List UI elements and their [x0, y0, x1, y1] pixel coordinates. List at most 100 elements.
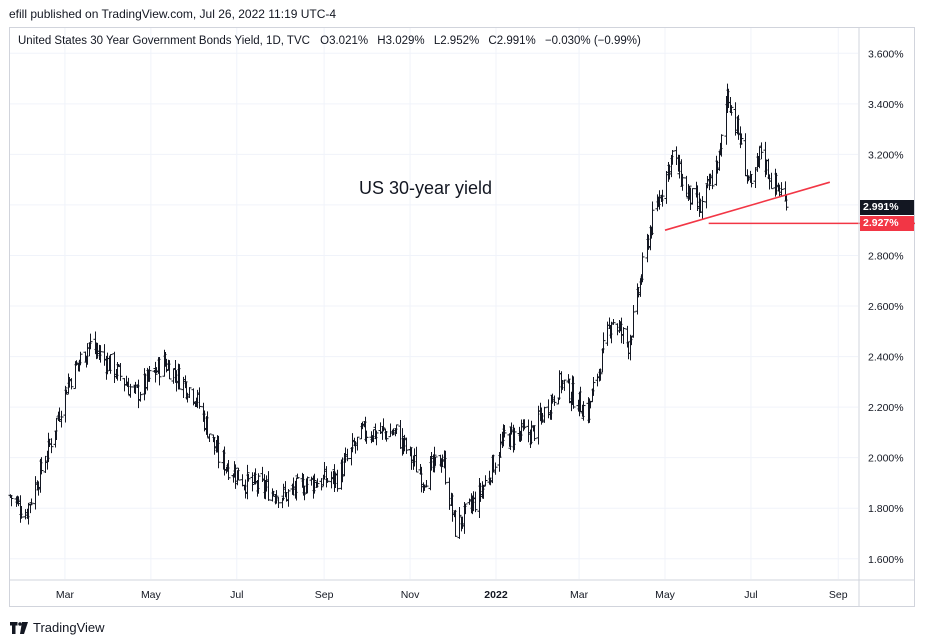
ohlc-bar: [236, 467, 241, 481]
ohlc-bar: [784, 194, 789, 211]
ohlc-bar: [546, 399, 551, 419]
legend-change: −0.030% (−0.99%): [544, 35, 641, 47]
grid-lines: [10, 28, 858, 579]
last-price-tag: 2.991%: [860, 200, 914, 216]
price-axis-label: 1.800%: [868, 503, 904, 515]
ohlc-bar: [364, 430, 369, 444]
ohlc-bar: [650, 201, 655, 236]
ohlc-bar: [309, 476, 314, 486]
price-axis-label: 2.800%: [868, 250, 904, 262]
time-axis-label: May: [141, 589, 162, 601]
time-axis-label: Nov: [401, 589, 420, 601]
ohlc-bar: [138, 391, 143, 402]
ohlc-bar: [177, 364, 182, 390]
ohlc-bar: [260, 466, 265, 482]
ohlc-bar: [147, 365, 152, 382]
time-axis-label: May: [655, 589, 676, 601]
ohlc-bar: [118, 363, 123, 381]
ohlc-bar: [739, 133, 744, 145]
ohlc-bar: [171, 368, 176, 384]
time-axis-label: 2022: [484, 589, 508, 601]
ohlc-bar: [63, 385, 68, 423]
ohlc-bar: [108, 354, 113, 374]
price-axis-label: 3.400%: [868, 99, 904, 111]
ohlc-bar: [536, 405, 541, 445]
footer-brand[interactable]: TradingView: [10, 620, 105, 635]
legend-close: C2.991%: [488, 35, 536, 47]
ohlc-bar: [274, 490, 279, 504]
ohlc-bar: [78, 351, 83, 366]
ohlc-bar: [183, 375, 188, 389]
ohlc-bar: [98, 345, 103, 363]
ohlc-bar: [660, 189, 665, 207]
ohlc-bar: [690, 188, 695, 205]
ohlc-bar: [581, 401, 586, 421]
ohlc-bar: [531, 425, 536, 432]
ohlc-bar: [404, 437, 409, 454]
price-axis: 1.600% 1.800% 2.000% 2.200% 2.400% 2.600% 2.80…: [868, 48, 904, 566]
ohlc-bar: [463, 503, 468, 515]
legend-open: O3.021%: [320, 35, 369, 47]
ohlc-bar: [502, 424, 507, 438]
ohlc-bar: [325, 478, 330, 483]
ohlc-bar: [88, 333, 93, 350]
ohlc-bar: [256, 473, 261, 494]
ohlc-bar: [340, 457, 345, 483]
ohlc-bar: [598, 368, 603, 381]
price-axis-label: 3.200%: [868, 149, 904, 161]
ohlc-bar: [394, 424, 399, 435]
ohlc-bar: [295, 473, 300, 479]
time-axis: Mar May Jul Sep Nov 2022 Mar May Jul Sep: [56, 589, 848, 601]
ohlc-bar: [621, 327, 626, 344]
ohlc-bar: [250, 472, 255, 492]
symbol-legend: United States 30 Year Government Bonds Y…: [18, 35, 654, 47]
ohlc-bar: [710, 169, 715, 190]
ohlc-bar: [128, 383, 133, 398]
ohlc-bar: [226, 460, 231, 481]
ohlc-bar: [9, 495, 14, 507]
ohlc-bar: [294, 477, 299, 501]
legend-high: H3.029%: [377, 35, 425, 47]
chart-annotation-text: US 30-year yield: [359, 178, 493, 198]
price-axis-label: 3.600%: [868, 48, 904, 60]
ohlc-bar: [388, 423, 393, 438]
ohlc-bar: [187, 387, 192, 398]
ohlc-bar: [157, 357, 162, 386]
ohlc-bar: [29, 498, 34, 506]
ohlc-bar: [167, 360, 172, 380]
price-axis-label: 2.000%: [868, 453, 904, 465]
ohlc-bar: [674, 146, 679, 166]
chart-frame: [9, 27, 915, 607]
ohlc-bar: [276, 497, 281, 509]
ohlc-bar: [526, 419, 531, 443]
ohlc-bar: [19, 506, 24, 519]
ohlc-bar: [207, 433, 212, 443]
ohlc-bar: [102, 344, 107, 366]
ohlc-bar: [749, 174, 754, 188]
ohlc-bar: [246, 474, 251, 482]
price-axis-label: 2.200%: [868, 402, 904, 414]
ohlc-bar: [335, 469, 340, 492]
legend-low: L2.952%: [433, 35, 480, 47]
ohlc-bar: [591, 377, 596, 396]
ohlc-bar: [329, 471, 334, 489]
ohlc-bar: [611, 319, 616, 325]
publisher-line: efill published on TradingView.com, Jul …: [9, 7, 337, 21]
ohlc-bar: [69, 378, 74, 390]
ohlc-bar: [595, 373, 600, 387]
tradingview-logo-icon: [10, 621, 28, 634]
ohlc-bar: [216, 435, 221, 469]
time-axis-label: Mar: [570, 589, 589, 601]
ohlc-bar: [571, 376, 576, 409]
ohlc-bar: [319, 478, 324, 491]
ohlc-bar: [467, 498, 472, 505]
time-axis-label: Jul: [230, 589, 243, 601]
support-price-tag: 2.927%: [860, 216, 914, 232]
rising-trendline: [664, 181, 831, 231]
ohlc-bar: [136, 379, 141, 409]
ohlc-bar: [408, 446, 413, 457]
ohlc-bar: [566, 374, 571, 384]
ohlc-bar: [49, 438, 54, 454]
ohlc-bar: [493, 462, 498, 475]
